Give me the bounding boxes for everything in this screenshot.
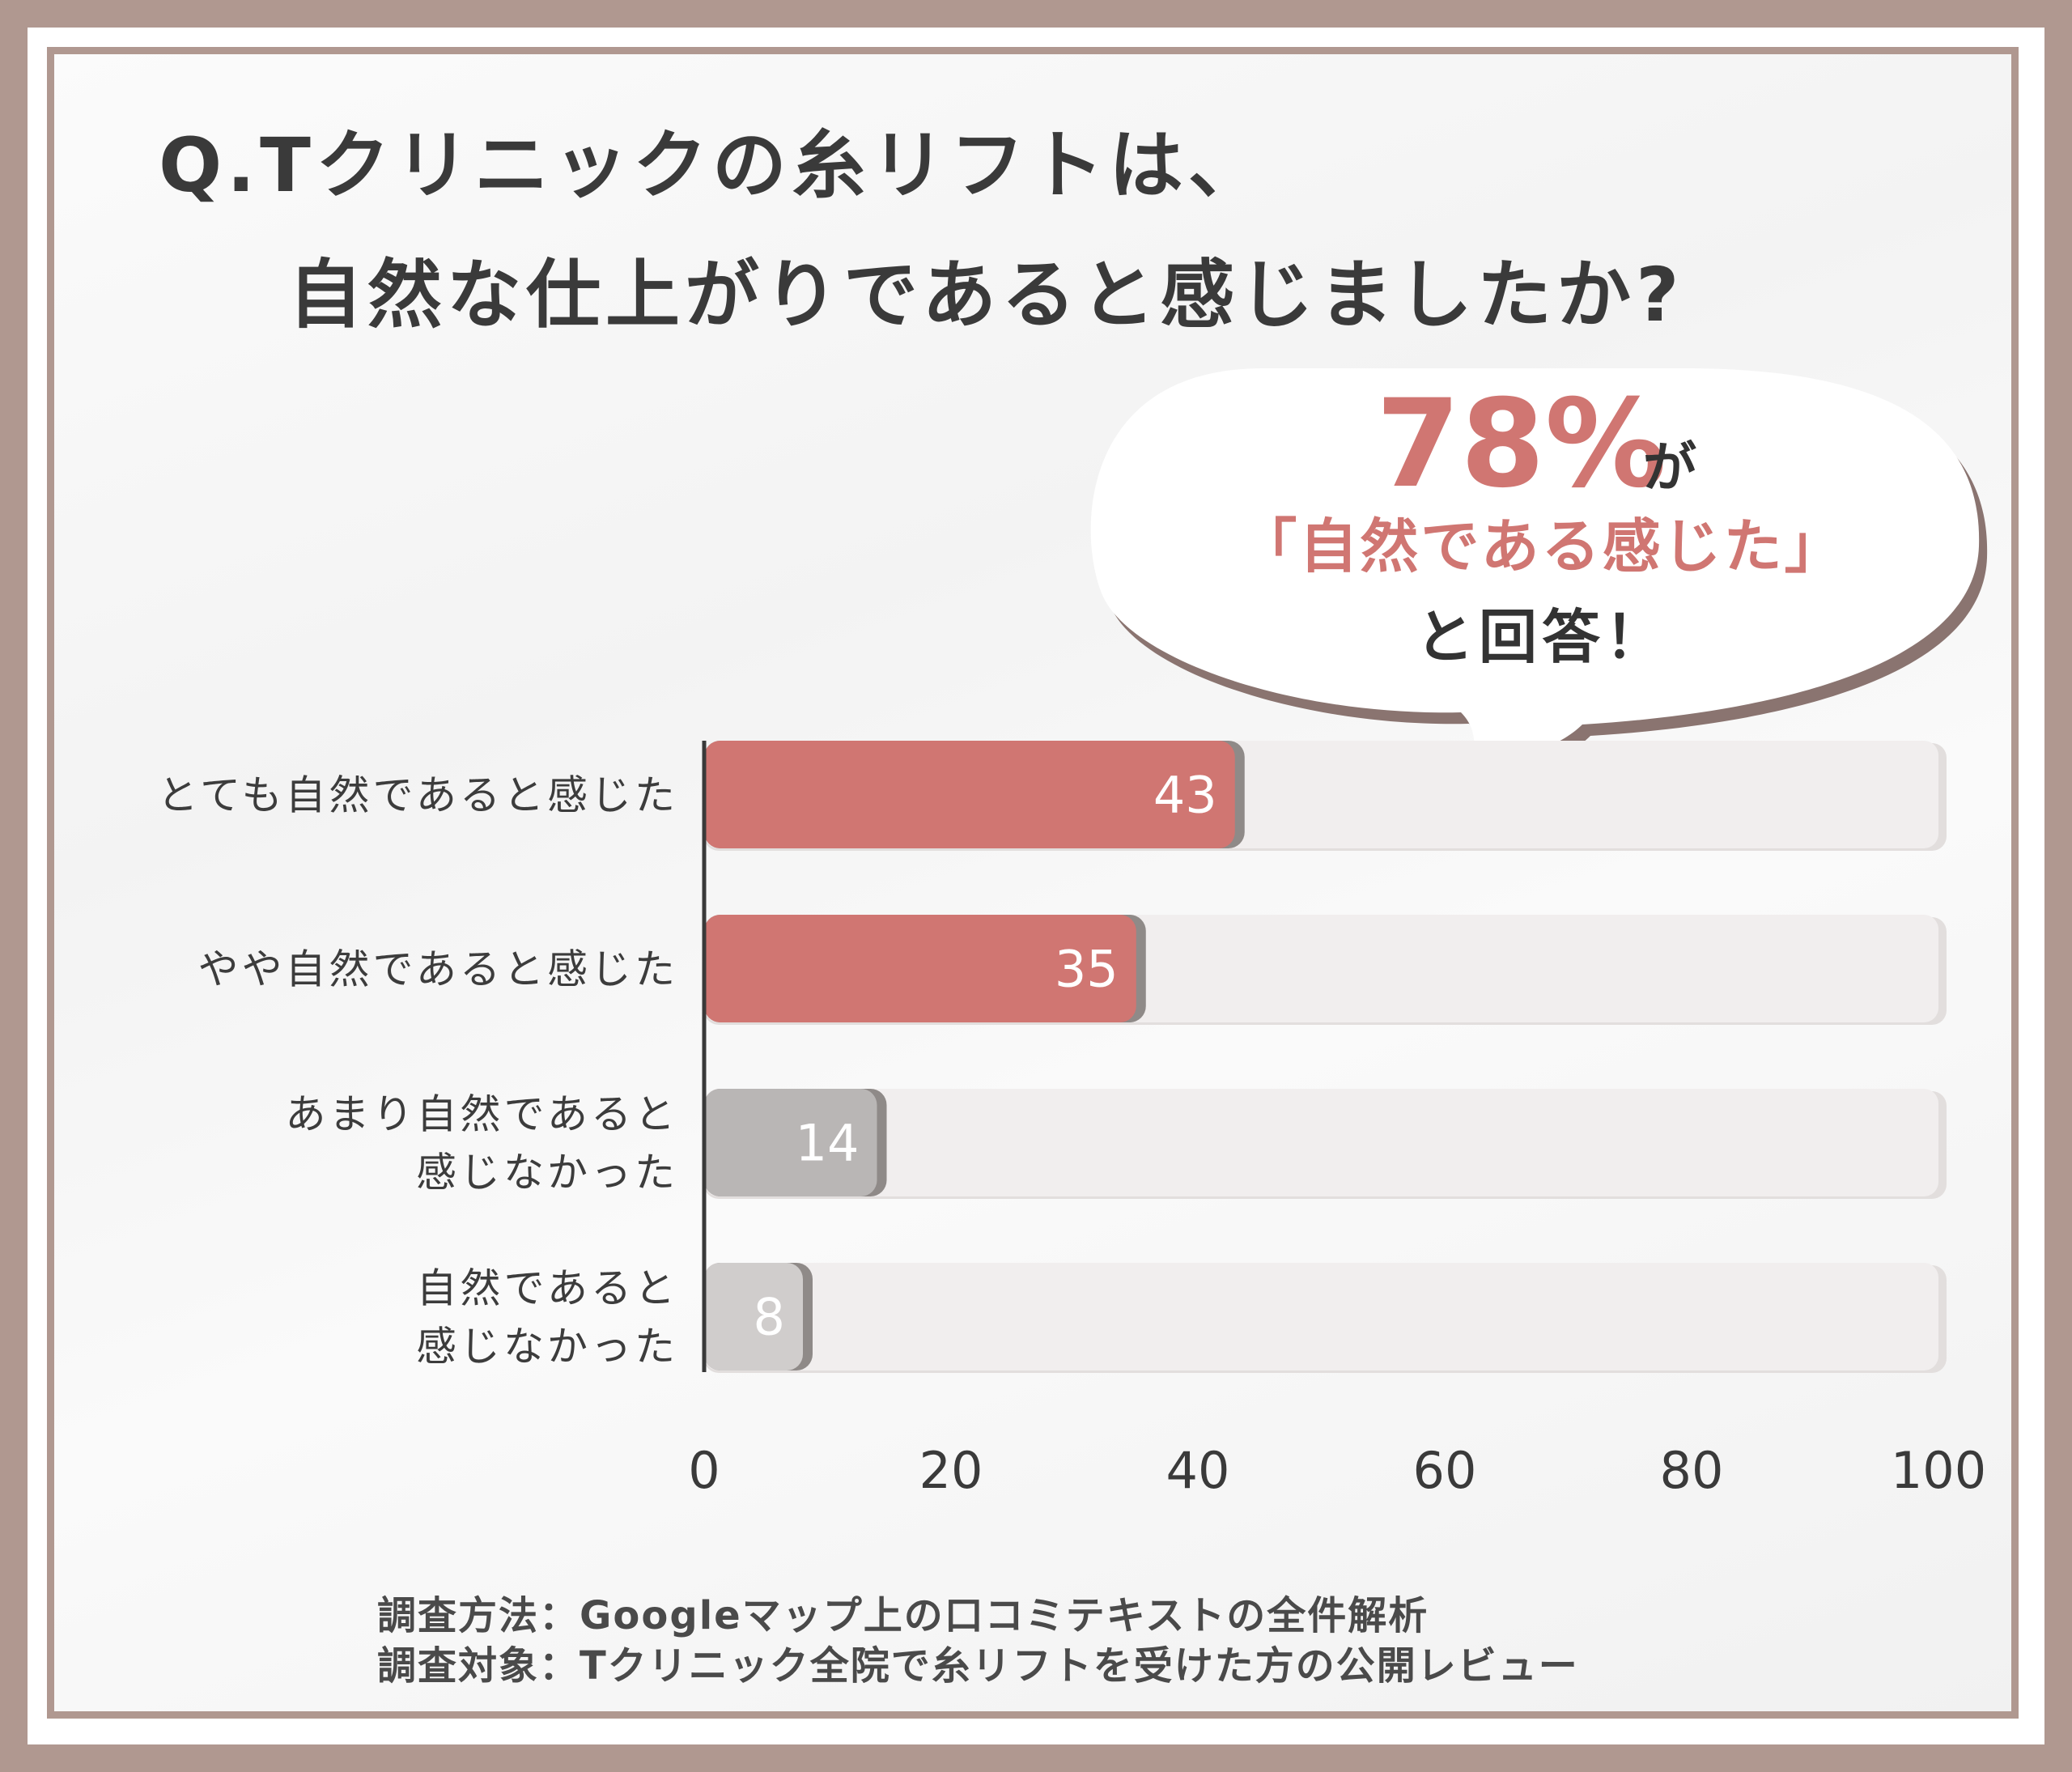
speech-bubble-body xyxy=(1090,368,1980,765)
x-tick-label: 80 xyxy=(1660,1441,1724,1500)
bar xyxy=(704,915,1136,1022)
bars-group: 43 とても自然であると感じた 35 やや自然であると感じた 14 あまり自然であると感じ… xyxy=(158,741,1947,1373)
bar-value-label: 14 xyxy=(796,1114,860,1173)
bar-track xyxy=(704,1263,1938,1370)
x-axis-ticks: 0 20 40 60 80 100 xyxy=(688,1441,1986,1500)
callout-tail: と回答！ xyxy=(1416,603,1668,671)
x-tick-label: 40 xyxy=(1166,1441,1230,1500)
bar xyxy=(704,1263,803,1370)
x-tick-label: 20 xyxy=(919,1441,983,1500)
category-label: 自然であると xyxy=(417,1265,679,1312)
category-label: とても自然であると感じた xyxy=(158,772,679,819)
bar xyxy=(704,1089,877,1196)
bar-value-label: 43 xyxy=(1153,766,1217,825)
speech-bubble: 78% が 「自然である感じた」 と回答！ xyxy=(1090,368,1988,840)
x-tick-label: 0 xyxy=(688,1441,720,1500)
category-label: 感じなかった xyxy=(416,1149,678,1196)
callout-suffix: が xyxy=(1643,436,1696,499)
category-label: あまり自然であると xyxy=(286,1091,679,1138)
inner-frame xyxy=(47,47,2019,1719)
bar-value-label: 8 xyxy=(754,1288,785,1347)
x-tick-label: 60 xyxy=(1413,1441,1477,1500)
category-label: やや自然であると感じた xyxy=(198,946,679,993)
footer-method: 調査方法：Googleマップ上の口コミテキストの全件解析 xyxy=(377,1593,1429,1638)
callout-quote: 「自然である感じた」 xyxy=(1238,512,1845,580)
chart-title-line-1: Q.Tクリニックの糸リフトは、 xyxy=(159,122,1267,209)
category-label: 感じなかった xyxy=(416,1324,678,1370)
bar xyxy=(704,741,1235,848)
bar-track xyxy=(704,1089,1938,1196)
bar-value-label: 35 xyxy=(1055,940,1119,999)
callout-percent: 78% xyxy=(1376,374,1667,515)
chart-title-line-2: 自然な仕上がりであると感じましたか? xyxy=(288,252,1684,338)
footer-target: 調査対象：Tクリニック全院で糸リフトを受けた方の公開レビュー xyxy=(377,1643,1579,1689)
x-tick-label: 100 xyxy=(1891,1441,1986,1500)
